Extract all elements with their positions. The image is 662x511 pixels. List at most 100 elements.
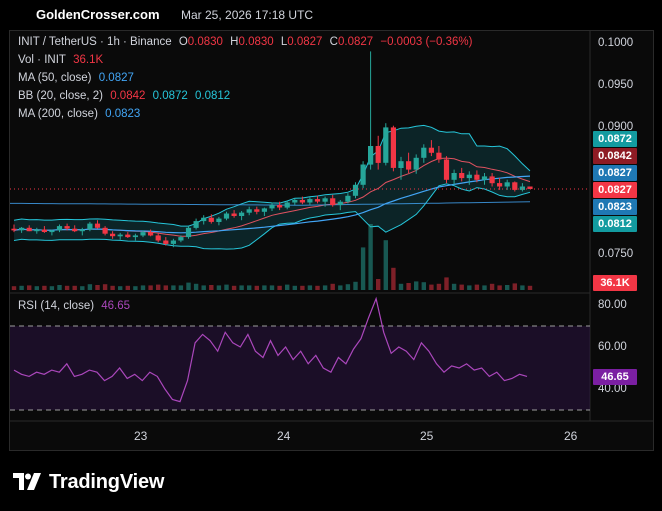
ma200-legend[interactable]: MA (200, close) 0.0823 [18, 108, 144, 120]
bb-legend[interactable]: BB (20, close, 2) 0.0842 0.0872 0.0812 [18, 90, 234, 102]
ma200-value: 0.0823 [105, 108, 141, 120]
symbol-label[interactable]: INIT / TetherUS · 1h · Binance [18, 36, 172, 48]
volume-bar [292, 285, 297, 290]
candle-body [368, 146, 374, 165]
volume-bar [110, 285, 115, 290]
candle-body [208, 217, 214, 222]
volume-bar [391, 267, 396, 290]
volume-bar [353, 281, 358, 290]
volume-bar [300, 285, 305, 290]
volume-bar [330, 283, 335, 290]
volume-bar [156, 284, 161, 290]
candle-body [155, 235, 161, 241]
candle-body [413, 157, 419, 170]
rsi-tick: 40.00 [598, 383, 627, 395]
volume-bar [505, 285, 510, 290]
ma200-label: MA (200, close) [18, 108, 98, 120]
candle-body [375, 146, 381, 163]
volume-bar [338, 285, 343, 290]
candle-body [451, 173, 457, 180]
candle-body [94, 223, 101, 228]
volume-price-tag: 36.1K [593, 275, 637, 291]
low-value: 0.0827 [287, 36, 323, 48]
brand-name: TradingView [49, 470, 165, 493]
bb-label: BB (20, close, 2) [18, 90, 104, 102]
candle-body [519, 186, 525, 190]
rsi-legend[interactable]: RSI (14, close) 46.65 [18, 300, 134, 312]
candle-body [201, 217, 207, 222]
open-label: O [178, 36, 188, 48]
candle-body [148, 232, 154, 236]
volume-bar [315, 285, 320, 290]
volume-bar [80, 286, 85, 290]
rsi-line [13, 296, 528, 403]
ma200-price-tag: 0.0823 [593, 199, 637, 215]
volume-bar [376, 279, 381, 290]
candle-body [216, 218, 222, 222]
open-value: 0.0830 [187, 36, 223, 48]
volume-bar [148, 285, 153, 290]
volume-bar [140, 285, 146, 290]
ma50-value: 0.0827 [98, 72, 134, 84]
candle-body [322, 198, 328, 202]
rsi-label: RSI (14, close) [18, 300, 95, 312]
volume-bar [102, 284, 108, 290]
close-value: 0.0827 [337, 36, 374, 48]
volume-bar [512, 283, 517, 290]
volume-bar [489, 283, 495, 290]
volume-bar [193, 283, 199, 290]
volume-bar [95, 285, 100, 290]
candle-body [163, 240, 169, 244]
candle-body [337, 201, 343, 206]
volume-bar [11, 286, 17, 290]
time-tick: 25 [420, 429, 434, 443]
volume-bar [398, 283, 404, 290]
candle-body [72, 228, 78, 232]
candle-body [497, 183, 503, 187]
candle-body [443, 159, 450, 180]
candle-body [110, 233, 116, 237]
candle-body [330, 198, 336, 206]
candle-body [193, 221, 199, 228]
volume-legend[interactable]: Vol · INIT 36.1K [18, 54, 107, 66]
time-tick: 23 [134, 429, 148, 443]
volume-bar [239, 285, 244, 290]
volume-bar [459, 284, 464, 290]
candle-body [79, 229, 85, 232]
low-label: L [280, 36, 288, 48]
snapshot-datetime: Mar 25, 2026 17:18 UTC [181, 8, 314, 22]
bb-upper-price-tag: 0.0872 [593, 131, 637, 147]
volume-bar [125, 285, 130, 290]
candle-body [41, 229, 47, 232]
candle-body [481, 176, 488, 180]
candle-body [140, 232, 146, 236]
volume-bar [224, 284, 229, 290]
candle-body [428, 147, 434, 153]
volume-bar [27, 285, 32, 290]
price-tick: 0.0900 [598, 121, 634, 133]
candle-body [185, 227, 192, 238]
ma50-legend[interactable]: MA (50, close) 0.0827 [18, 72, 138, 84]
candle-body [49, 230, 55, 233]
rsi-price-tag: 46.65 [593, 369, 637, 385]
bb-basis-value: 0.0842 [110, 90, 146, 102]
volume-bar [171, 285, 176, 290]
volume-bar [383, 240, 388, 290]
volume-bar [277, 285, 282, 290]
volume-bar [414, 281, 419, 290]
volume-bar [436, 283, 442, 290]
volume-bar [451, 283, 457, 290]
volume-bar [42, 285, 47, 290]
tradingview-logo-icon [13, 473, 41, 490]
candle-body [125, 234, 131, 238]
last-price-tag: 0.0827 [593, 182, 637, 198]
tradingview-brand[interactable]: TradingView [13, 470, 164, 494]
candle-body [64, 226, 70, 229]
candle-body [504, 182, 510, 187]
candle-body [223, 213, 230, 219]
candle-body [345, 195, 351, 202]
candle-body [299, 200, 305, 203]
volume-bar [285, 284, 290, 290]
volume-bar [307, 285, 313, 290]
